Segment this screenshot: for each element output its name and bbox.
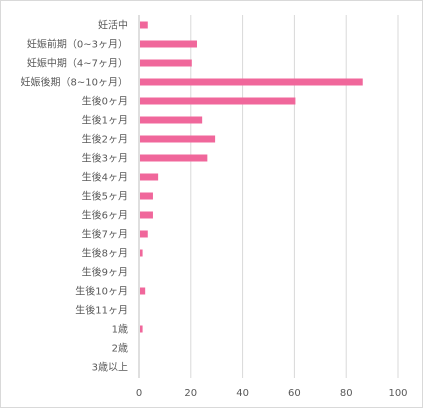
category-label-4: 生後0ヶ月 [82,95,128,108]
category-label-17: 2歳 [112,343,128,355]
x-tick-label-3: 60 [288,388,301,399]
bar-11 [140,230,148,238]
category-label-11: 生後7ヶ月 [82,228,128,241]
bar-9 [140,192,153,200]
category-label-1: 妊娠前期（0~3ヶ月） [27,38,128,51]
x-tick-label-1: 20 [184,388,197,399]
bar-5 [140,116,203,124]
category-label-2: 妊娠中期（4~7ヶ月） [27,57,128,70]
category-label-16: 1歳 [112,324,128,336]
category-label-8: 生後4ヶ月 [82,171,128,184]
x-tick-label-4: 80 [340,388,353,399]
bar-8 [140,173,159,181]
bar-12 [140,249,143,257]
bar-4 [140,97,296,105]
category-label-6: 生後2ヶ月 [82,133,128,146]
category-label-7: 生後3ヶ月 [82,152,128,165]
category-label-9: 生後5ヶ月 [82,190,128,203]
category-label-18: 3歳以上 [92,362,128,374]
category-label-0: 妊活中 [98,19,128,32]
x-tick-label-0: 0 [136,388,142,399]
bar-10 [140,211,153,219]
x-tick-label-5: 100 [388,388,407,399]
category-label-14: 生後10ヶ月 [75,285,128,298]
bar-2 [140,59,192,67]
category-label-15: 生後11ヶ月 [75,304,128,317]
bar-3 [140,78,363,86]
category-label-3: 妊娠後期（8~10ヶ月） [21,76,128,89]
x-tick-label-2: 40 [236,388,249,399]
bar-7 [140,154,208,162]
bar-1 [140,40,197,48]
category-label-12: 生後8ヶ月 [82,247,128,260]
category-label-13: 生後9ヶ月 [82,266,128,279]
bar-0 [140,21,148,29]
bar-16 [140,325,143,333]
bar-14 [140,287,146,295]
bar-6 [140,135,216,143]
category-label-5: 生後1ヶ月 [82,114,128,127]
category-label-10: 生後6ヶ月 [82,209,128,222]
